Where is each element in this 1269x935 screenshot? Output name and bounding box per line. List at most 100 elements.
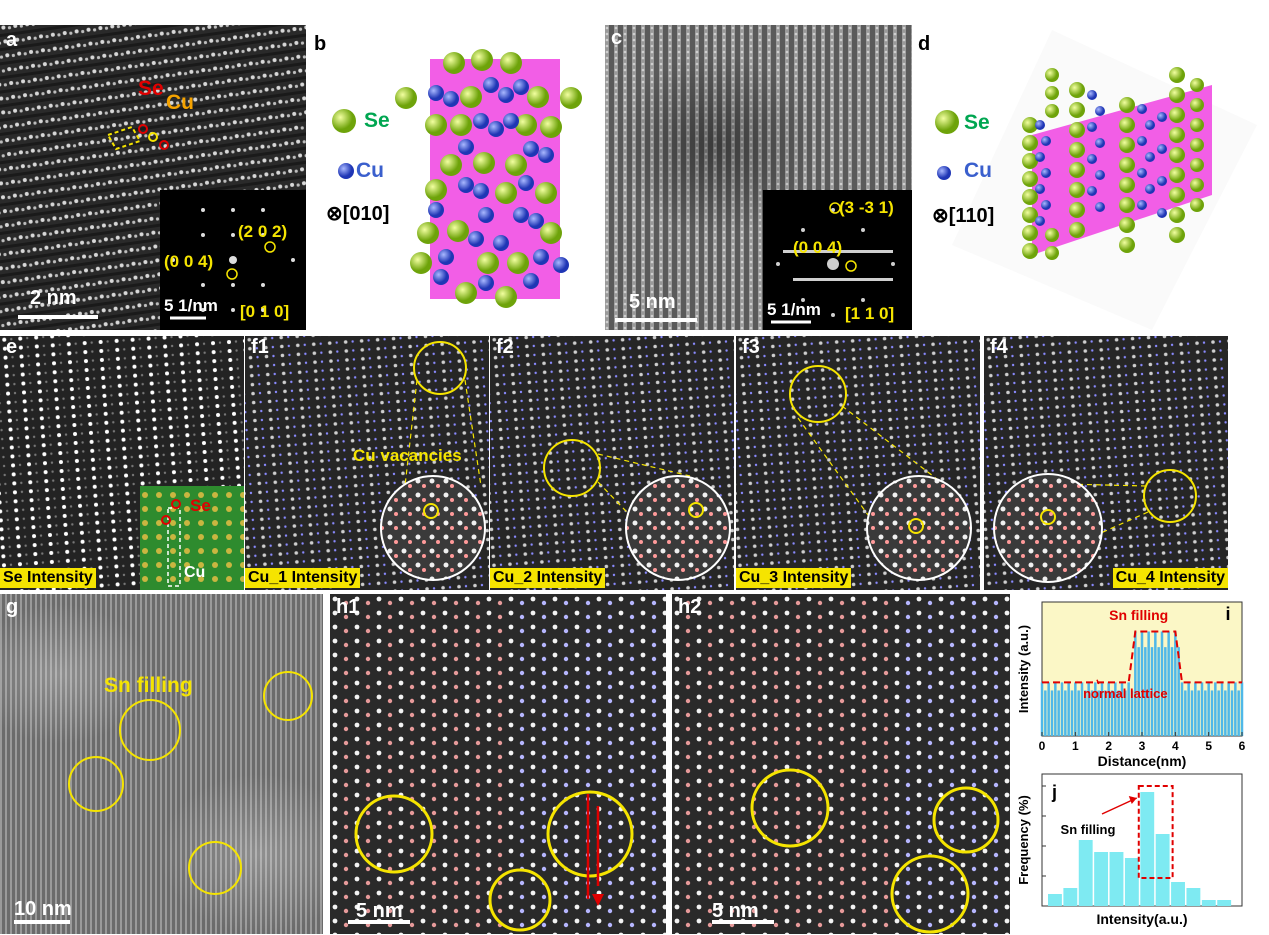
fft-scale-label: 5 1/nm	[164, 296, 218, 315]
panel-h1-image: h1 5 nm	[330, 594, 666, 934]
panel-label-f2: f2	[496, 336, 514, 358]
histogram-bar	[1201, 900, 1216, 906]
x-tick-label: 6	[1239, 739, 1246, 753]
se-site-label: Se	[138, 77, 164, 100]
panel-g-lattice	[0, 594, 323, 934]
cu1-intensity-map	[245, 336, 489, 590]
x-axis-label: Intensity(a.u.)	[1096, 911, 1187, 927]
fft-spots	[170, 208, 295, 320]
legend-se-label: Se	[364, 109, 390, 132]
histogram-bar	[1171, 882, 1185, 906]
sn-filling-label: Sn filling	[104, 674, 193, 697]
annotation-arrowhead	[1128, 796, 1137, 804]
panel-label-h2: h2	[678, 596, 702, 618]
histogram-bar	[1124, 858, 1139, 906]
cu-vacancies-label: Cu vacancies	[353, 446, 462, 465]
crystal-model-010	[332, 49, 582, 308]
fft-spot-label-1: (3 -3 1)	[839, 198, 894, 217]
histogram-bar	[1094, 852, 1109, 906]
fft-spot-label-2: (0 0 4)	[793, 238, 843, 257]
fft-spot-label-2: (0 0 4)	[164, 252, 214, 271]
histogram-bar	[1217, 900, 1232, 906]
panel-f1-image: f1 Cu vacancies Cu_1 Intensity	[245, 336, 489, 590]
panel-label-g: g	[6, 596, 19, 618]
se-atoms	[395, 49, 582, 308]
scale-bar-label: 10 nm	[14, 898, 72, 920]
x-axis-label: Distance(nm)	[1098, 753, 1187, 769]
histogram-bar	[1155, 834, 1170, 906]
panel-f3-image: f3 Cu_3 Intensity	[736, 336, 980, 590]
panel-b-structure: b Se Cu ⊗[010]	[306, 25, 600, 330]
panel-label-c: c	[611, 27, 623, 49]
h1-intensity-map	[330, 594, 666, 934]
y-axis-label: Frequency (%)	[1016, 795, 1031, 885]
panel-label-d: d	[918, 33, 931, 55]
scale-bar-label: 5 nm	[356, 900, 403, 922]
x-tick-label: 1	[1072, 739, 1079, 753]
atom-columns	[1022, 67, 1204, 260]
crystal-model-110	[935, 30, 1257, 330]
fft-spots	[771, 202, 895, 324]
cu3-intensity-map	[736, 336, 980, 590]
x-tick-label: 0	[1039, 739, 1046, 753]
scale-bar-label: 5 nm	[629, 291, 676, 313]
panel-label-e: e	[6, 336, 18, 358]
y-axis-label: Intensity (a.u.)	[1016, 625, 1031, 713]
inset-cu-label: Cu	[184, 564, 206, 581]
x-tick-label: 4	[1172, 739, 1179, 753]
zone-axis-label: ⊗[110]	[932, 205, 995, 227]
panel-label-f1: f1	[251, 336, 269, 358]
fft-spot-label-1: (2 0 2)	[238, 222, 288, 241]
histogram-bar	[1109, 852, 1124, 906]
zone-axis-label: ⊗[010]	[326, 203, 390, 225]
panel-label-f3: f3	[742, 336, 760, 358]
chart-j: Sn filling j Intensity(a.u.) Frequency (%)	[1016, 770, 1269, 935]
inset-se-label: Se	[190, 496, 211, 515]
panel-g-image: g Sn filling 10 nm	[0, 594, 323, 934]
caption-cu4-intensity: Cu_4 Intensity	[1112, 568, 1228, 588]
fft-zone-axis: [0 1 0]	[240, 302, 290, 321]
histogram-bar	[1078, 840, 1093, 906]
fft-scale-label: 5 1/nm	[767, 300, 821, 319]
caption-cu1-intensity: Cu_1 Intensity	[245, 568, 361, 588]
panel-label-i: i	[1225, 604, 1230, 624]
se-intensity-map	[0, 336, 244, 590]
sn-filling-box	[1137, 785, 1174, 879]
annotation-normal-lattice: normal lattice	[1083, 686, 1168, 701]
panel-label-a: a	[6, 29, 18, 51]
annotation-arrow	[1096, 679, 1100, 685]
panel-label-b: b	[314, 33, 327, 55]
x-tick-label: 5	[1205, 739, 1212, 753]
chart-i-svg: Sn filling normal lattice 0 1 2 3 4 5 6 Distance(…	[1016, 601, 1246, 769]
panel-label-h1: h1	[336, 596, 360, 618]
cu2-intensity-map	[490, 336, 734, 590]
cu4-intensity-map	[984, 336, 1228, 590]
panel-e-image: e Se Cu Se Intensity	[0, 336, 244, 590]
panel-c-image: c 5 nm (3 -3 1) (0 0 4) 5 1/nm [1 1 0]	[605, 25, 912, 330]
legend-se-label: Se	[964, 111, 990, 134]
chart-i: Sn filling normal lattice 0 1 2 3 4 5 6 Distance(…	[1016, 594, 1269, 770]
scale-bar-label: 5 nm	[712, 900, 759, 922]
fft-inset: (3 -3 1) (0 0 4) 5 1/nm [1 1 0]	[763, 190, 912, 330]
panel-label-f4: f4	[990, 336, 1008, 358]
panel-h2-image: h2 5 nm	[672, 594, 1010, 934]
histogram-bar	[1186, 888, 1201, 906]
panel-a-image: a Se Cu 2 nm (2 0 2) (0 0 4) 5 1/nm [0 1…	[0, 25, 306, 330]
x-tick-label: 3	[1139, 739, 1146, 753]
x-tick-label: 2	[1105, 739, 1112, 753]
caption-cu2-intensity: Cu_2 Intensity	[490, 568, 606, 588]
legend-cu-label: Cu	[964, 159, 992, 182]
histogram-bar	[1048, 894, 1062, 906]
histogram-bar	[1140, 792, 1155, 906]
scale-bar-label: 2 nm	[30, 287, 77, 309]
panel-f2-image: f2 Cu_2 Intensity	[490, 336, 734, 590]
fft-zone-axis: [1 1 0]	[845, 304, 895, 323]
cu-site-label: Cu	[166, 91, 194, 114]
caption-cu3-intensity: Cu_3 Intensity	[736, 568, 852, 588]
chart-j-svg: Sn filling j Intensity(a.u.) Frequency (%)	[1016, 773, 1243, 927]
cu-atoms	[428, 77, 569, 291]
panel-label-j: j	[1051, 782, 1057, 802]
histogram-bar	[1063, 888, 1078, 906]
panel-f4-image: f4 Cu_4 Intensity	[984, 336, 1228, 590]
panel-d-structure: d Se Cu ⊗[110]	[912, 25, 1269, 330]
